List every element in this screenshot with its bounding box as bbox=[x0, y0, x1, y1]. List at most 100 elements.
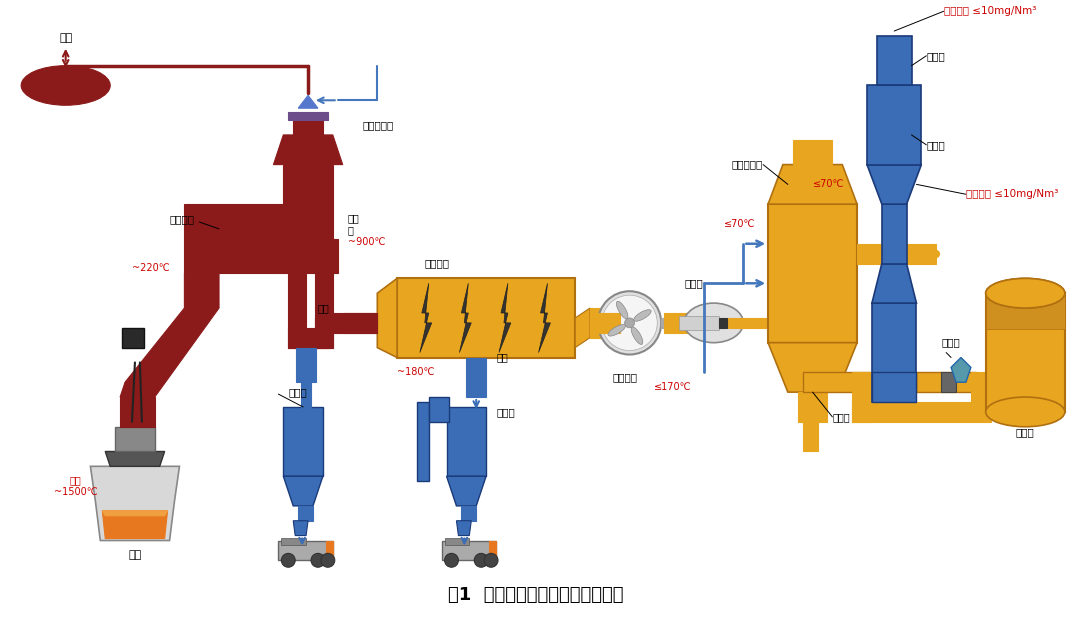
Bar bbox=[293, 120, 323, 135]
Ellipse shape bbox=[631, 327, 643, 345]
Polygon shape bbox=[91, 467, 179, 541]
Bar bbox=[882, 204, 906, 264]
Bar bbox=[288, 328, 328, 348]
Text: 粗灰仓: 粗灰仓 bbox=[288, 387, 307, 397]
Bar bbox=[872, 303, 917, 402]
Bar bbox=[333, 313, 388, 333]
Text: 冷却水: 冷却水 bbox=[833, 412, 850, 422]
Circle shape bbox=[624, 318, 635, 328]
Polygon shape bbox=[446, 476, 486, 506]
Bar bbox=[315, 264, 333, 348]
Bar bbox=[679, 316, 718, 330]
Polygon shape bbox=[273, 135, 342, 164]
Circle shape bbox=[282, 553, 295, 567]
Bar bbox=[590, 308, 599, 338]
Text: 炉气
~1500℃: 炉气 ~1500℃ bbox=[54, 475, 97, 497]
Bar bbox=[664, 313, 693, 333]
Text: 转炉: 转炉 bbox=[129, 550, 141, 560]
Polygon shape bbox=[499, 283, 511, 353]
Polygon shape bbox=[377, 278, 397, 358]
Text: ≤70℃: ≤70℃ bbox=[724, 219, 755, 229]
Bar bbox=[301, 383, 311, 422]
Polygon shape bbox=[103, 511, 167, 516]
Bar bbox=[120, 397, 154, 427]
Text: 蒸发冷却器: 蒸发冷却器 bbox=[363, 120, 394, 130]
Bar bbox=[288, 264, 306, 348]
Bar bbox=[599, 313, 630, 338]
Text: 轴流风机: 轴流风机 bbox=[612, 373, 637, 383]
Bar bbox=[122, 328, 144, 348]
Polygon shape bbox=[103, 511, 167, 538]
Bar bbox=[315, 318, 333, 348]
Circle shape bbox=[311, 553, 325, 567]
Polygon shape bbox=[951, 358, 971, 383]
Text: 消音器: 消音器 bbox=[685, 278, 703, 288]
Bar bbox=[917, 373, 976, 392]
Bar bbox=[442, 541, 496, 560]
Bar bbox=[467, 358, 486, 397]
Bar bbox=[729, 318, 768, 328]
Polygon shape bbox=[768, 343, 858, 392]
Text: 粉尘浓度 ≤10mg/Nm³: 粉尘浓度 ≤10mg/Nm³ bbox=[966, 189, 1058, 199]
Bar bbox=[590, 313, 620, 333]
Polygon shape bbox=[120, 273, 219, 397]
Polygon shape bbox=[420, 283, 432, 353]
Bar bbox=[630, 313, 649, 338]
Bar bbox=[1011, 373, 1030, 392]
Bar bbox=[282, 538, 306, 546]
Bar bbox=[941, 373, 956, 392]
Bar bbox=[326, 541, 333, 558]
Text: 电除尘器: 电除尘器 bbox=[424, 259, 449, 269]
Text: 粉尘浓度 ≤10mg/Nm³: 粉尘浓度 ≤10mg/Nm³ bbox=[944, 6, 1036, 16]
Polygon shape bbox=[457, 521, 471, 536]
Bar bbox=[489, 541, 496, 558]
Polygon shape bbox=[293, 521, 308, 536]
Polygon shape bbox=[768, 164, 858, 204]
Polygon shape bbox=[105, 452, 164, 467]
Circle shape bbox=[484, 553, 498, 567]
Bar bbox=[798, 392, 827, 422]
Polygon shape bbox=[576, 308, 590, 348]
Bar bbox=[768, 204, 858, 343]
Text: 图1  转炉一次干法除尘工艺流程图: 图1 转炉一次干法除尘工艺流程图 bbox=[448, 586, 623, 604]
Circle shape bbox=[321, 553, 335, 567]
Text: 细灰仓: 细灰仓 bbox=[496, 407, 515, 417]
Ellipse shape bbox=[986, 278, 1065, 308]
Bar bbox=[298, 506, 313, 521]
Text: ≤70℃: ≤70℃ bbox=[812, 179, 845, 189]
Bar bbox=[872, 373, 917, 392]
Text: 蒸汽
水: 蒸汽 水 bbox=[348, 213, 360, 235]
Bar bbox=[445, 538, 470, 546]
Text: 切换站: 切换站 bbox=[942, 338, 960, 348]
Bar bbox=[397, 278, 576, 358]
Bar bbox=[718, 318, 727, 328]
Bar bbox=[283, 164, 333, 239]
Ellipse shape bbox=[986, 278, 1065, 308]
Bar bbox=[852, 373, 872, 392]
Text: 水冷烟道: 水冷烟道 bbox=[170, 214, 194, 224]
Circle shape bbox=[445, 553, 458, 567]
Bar bbox=[288, 112, 328, 120]
Polygon shape bbox=[867, 164, 921, 204]
Bar bbox=[802, 373, 872, 392]
Ellipse shape bbox=[617, 302, 627, 319]
Bar bbox=[986, 293, 1065, 412]
Circle shape bbox=[474, 553, 488, 567]
Ellipse shape bbox=[634, 310, 651, 321]
Bar bbox=[852, 392, 872, 422]
Bar bbox=[858, 244, 877, 264]
Polygon shape bbox=[872, 264, 917, 303]
Polygon shape bbox=[279, 239, 338, 273]
Text: ~220℃: ~220℃ bbox=[132, 264, 170, 273]
Polygon shape bbox=[459, 283, 471, 353]
Bar bbox=[971, 392, 990, 422]
Text: 煤气柜: 煤气柜 bbox=[1016, 427, 1035, 437]
Bar bbox=[802, 422, 818, 452]
Bar bbox=[296, 348, 316, 383]
Polygon shape bbox=[986, 293, 1065, 329]
Text: 细灰: 细灰 bbox=[496, 353, 508, 363]
Bar bbox=[872, 373, 917, 402]
Bar bbox=[661, 318, 676, 328]
Bar bbox=[279, 541, 333, 560]
Text: 粗灰: 粗灰 bbox=[318, 303, 329, 313]
